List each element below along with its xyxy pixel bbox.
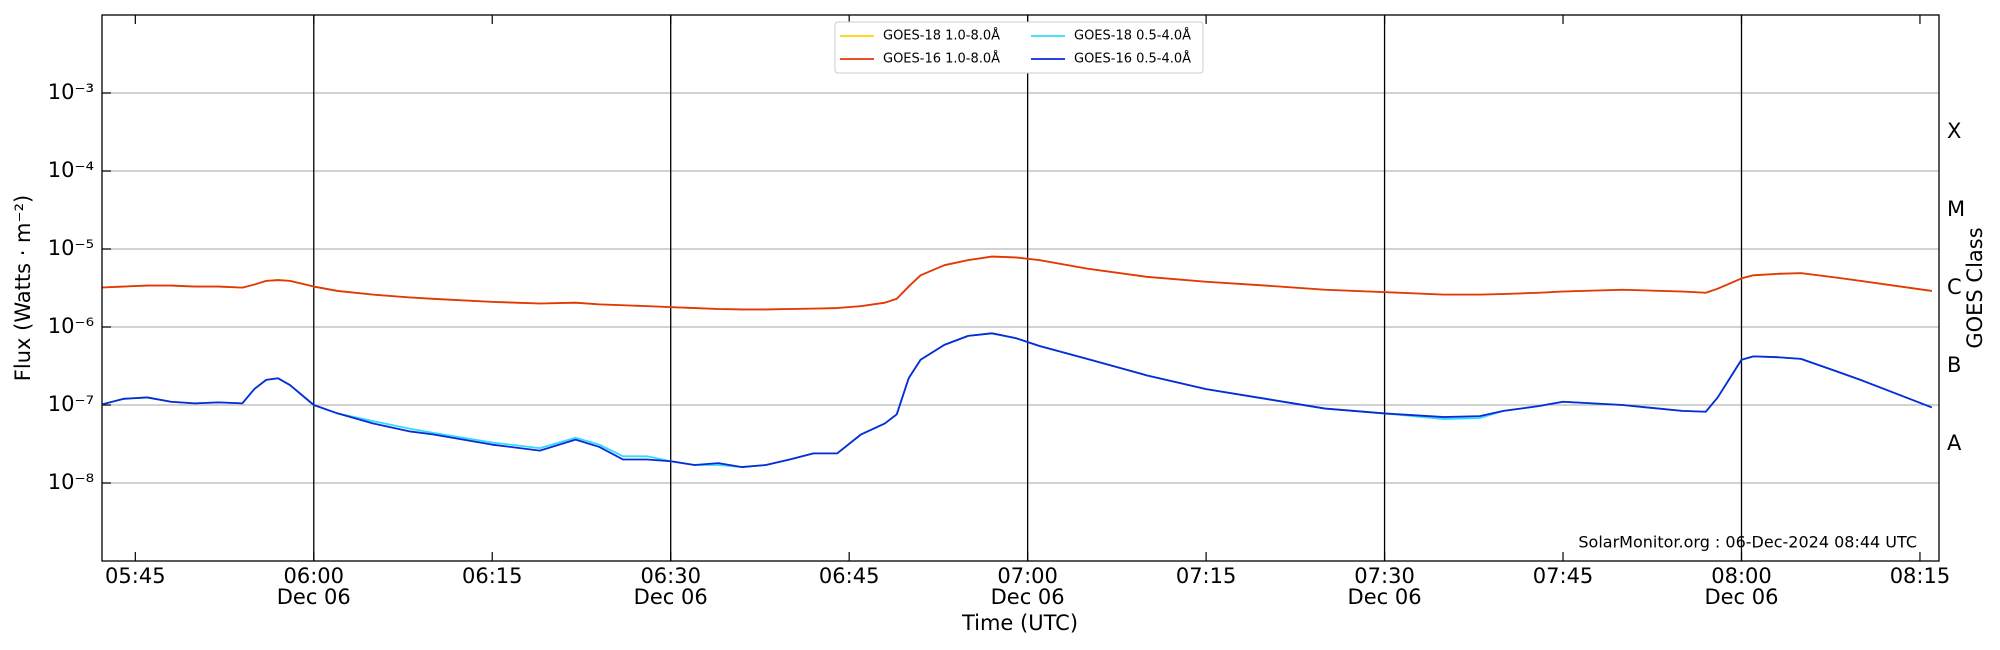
y2-class-label: B — [1947, 353, 1961, 377]
legend-label: GOES-18 1.0-8.0Å — [883, 28, 1000, 44]
x-tick-label: 08:15 — [1890, 564, 1951, 588]
x-tick-date-label: Dec 06 — [634, 585, 708, 609]
x-tick-date-label: Dec 06 — [991, 585, 1065, 609]
x-tick-label: 06:15 — [462, 564, 523, 588]
x-tick-label: 06:30 — [640, 564, 701, 588]
x-tick-label: 07:30 — [1354, 564, 1415, 588]
y2-axis-label: GOES Class — [1963, 227, 1987, 348]
y2-class-label: M — [1947, 197, 1965, 221]
y-tick-label: 10⁻⁵ — [48, 236, 94, 260]
x-tick-label: 07:15 — [1176, 564, 1237, 588]
y-tick-label: 10⁻⁸ — [48, 470, 94, 494]
x-tick-label: 08:00 — [1711, 564, 1772, 588]
legend-box — [834, 21, 1204, 74]
annotation: SolarMonitor.org : 06-Dec-2024 08:44 UTC — [1578, 533, 1917, 552]
y-tick-label: 10⁻⁴ — [48, 158, 94, 182]
y2-class-label: X — [1947, 119, 1961, 143]
y-tick-label: 10⁻³ — [48, 80, 94, 104]
x-tick-label: 06:45 — [819, 564, 880, 588]
series-line — [102, 255, 1932, 311]
x-tick-label: 06:00 — [284, 564, 345, 588]
series-line — [102, 332, 1933, 468]
legend-label: GOES-16 1.0-8.0Å — [883, 51, 1000, 67]
x-tick-date-label: Dec 06 — [1348, 585, 1422, 609]
legend-label: GOES-16 0.5-4.0Å — [1074, 51, 1191, 67]
x-tick-label: 07:00 — [997, 564, 1058, 588]
y2-class-label: A — [1947, 431, 1962, 455]
x-axis-label: Time (UTC) — [961, 611, 1078, 635]
y-tick-label: 10⁻⁶ — [48, 314, 94, 338]
legend-label: GOES-18 0.5-4.0Å — [1074, 28, 1191, 44]
series-line — [102, 255, 1932, 311]
x-tick-label: 07:45 — [1533, 564, 1594, 588]
y-tick-label: 10⁻⁷ — [48, 392, 94, 416]
x-tick-date-label: Dec 06 — [1704, 585, 1778, 609]
x-tick-date-label: Dec 06 — [277, 585, 351, 609]
y2-class-label: C — [1947, 275, 1962, 299]
y-axis-label: Flux (Watts · m⁻²) — [11, 195, 35, 381]
plot-frame — [101, 14, 1940, 562]
x-tick-label: 05:45 — [105, 564, 166, 588]
series-line — [102, 332, 1933, 468]
